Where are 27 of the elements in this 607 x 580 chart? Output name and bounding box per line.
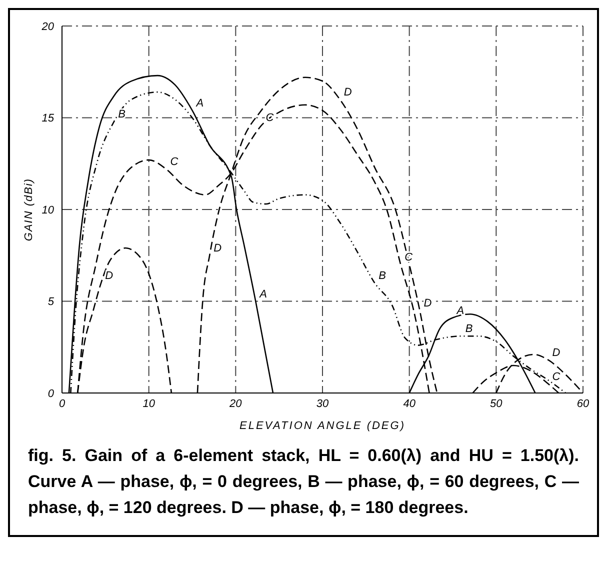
annotation: A: [258, 288, 267, 300]
x-tick-label: 30: [316, 398, 330, 410]
annotation: B: [378, 270, 386, 282]
annotation: D: [105, 270, 114, 282]
x-tick-label: 60: [576, 398, 590, 410]
x-tick-label: 40: [403, 398, 416, 410]
annotation: A: [195, 97, 204, 110]
x-tick-label: 50: [490, 398, 504, 410]
annotation: D: [214, 242, 222, 254]
annotation: C: [170, 156, 178, 168]
annotation: D: [344, 86, 352, 98]
y-tick-label: 10: [42, 204, 55, 216]
annotation: B: [118, 108, 126, 120]
y-axis-title: GAIN (dBi): [22, 178, 35, 242]
y-tick-label: 20: [40, 20, 55, 33]
annotation: B: [465, 323, 473, 336]
y-tick-label: 5: [48, 296, 55, 308]
y-tick-label: 0: [48, 388, 55, 400]
x-axis-title: ELEVATION ANGLE (DEG): [240, 420, 406, 432]
annotation: A: [456, 304, 464, 317]
caption: fig. 5. Gain of a 6-element stack, HL = 0.60(λ) and HU = 1.50(λ). Curve A — phase, ϕ, = 0 degrees, B — phase, ϕ, = 60 degrees, C — phase, ϕ, = 120 degrees. D — phase, ϕ, = 180 degrees.: [27, 445, 580, 519]
annotation: C: [552, 370, 560, 383]
x-tick-label: 20: [228, 398, 243, 410]
annotation: D: [552, 346, 560, 359]
x-tick-label: 10: [142, 398, 156, 410]
y-tick-label: 15: [42, 112, 55, 125]
x-tick-label: 0: [58, 398, 66, 410]
